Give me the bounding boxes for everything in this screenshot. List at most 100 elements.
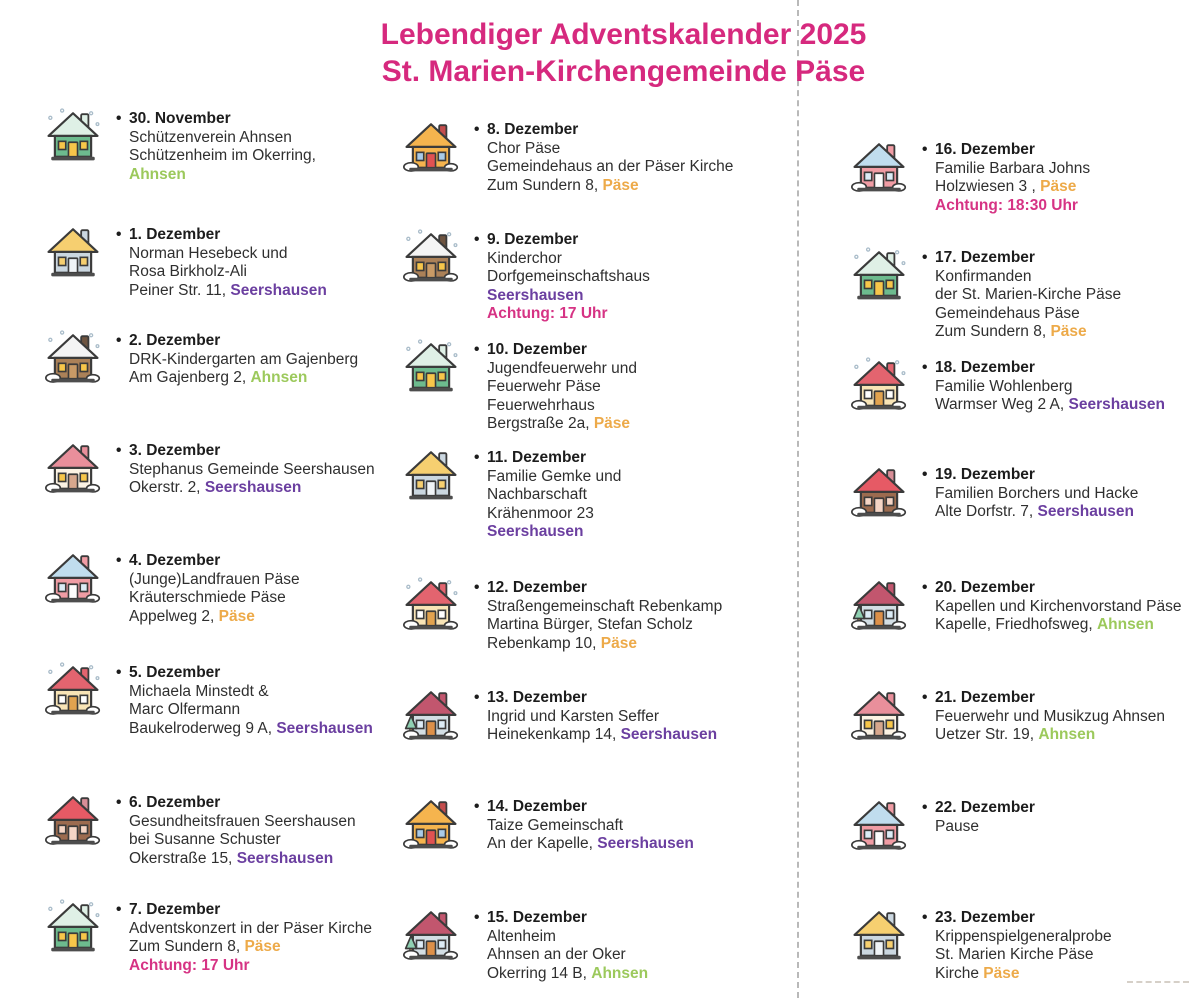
entry-text: • 30. November Schützenverein Ahnsen Schütz… — [116, 110, 316, 184]
entry-date-text: 17. Dezember — [935, 249, 1035, 266]
entry-text: • 20. Dezember Kapellen und Kirchenvorstan… — [922, 579, 1181, 635]
entry-line: Altenheim — [474, 928, 648, 947]
entry-text: • 3. Dezember Stephanus Gemeinde Seershaus… — [116, 442, 375, 498]
entry-segment-seershausen: Seershausen — [230, 281, 327, 299]
entry-line: bei Susanne Schuster — [116, 831, 356, 850]
entry-date-text: 19. Dezember — [935, 466, 1035, 483]
entry-segment-paese: Päse — [602, 176, 639, 194]
bullet-marker: • — [474, 341, 480, 358]
entry-segment: Kapellen und Kirchenvorstand Päse — [935, 597, 1182, 615]
fold-dashed-line — [797, 0, 799, 998]
entry-segment: Rebenkamp 10, — [487, 634, 601, 652]
entry-date: • 13. Dezember — [474, 689, 717, 708]
entry-date-text: 12. Dezember — [487, 579, 587, 596]
entry-segment: Familie Wohlenberg — [935, 377, 1073, 395]
entry-line: Bergstraße 2a, Päse — [474, 415, 637, 434]
entry-segment-seershausen: Seershausen — [487, 523, 584, 541]
entry-line: Rebenkamp 10, Päse — [474, 635, 722, 654]
entry-line: An der Kapelle, Seershausen — [474, 835, 694, 854]
house-bluegray-yellow-icon — [850, 905, 908, 963]
entry-date: • 20. Dezember — [922, 579, 1181, 598]
house-orange-red-icon — [402, 117, 460, 175]
entry-date-text: 18. Dezember — [935, 359, 1035, 376]
entry-date: • 3. Dezember — [116, 442, 375, 461]
entry-text: • 18. Dezember Familie Wohlenberg Warmser W… — [922, 359, 1165, 415]
entry-segment-paese: Päse — [600, 634, 637, 652]
entry-segment-seershausen: Seershausen — [236, 849, 334, 867]
entry-segment: Holzwiesen 3 , — [935, 178, 1041, 196]
entry-date: • 5. Dezember — [116, 664, 373, 683]
entry-line: Ahnsen an der Oker — [474, 946, 648, 965]
entry-segment: Baukelroderweg 9 A, — [129, 719, 277, 737]
entry-date-text: 2. Dezember — [129, 332, 221, 349]
entry-date: • 18. Dezember — [922, 359, 1165, 378]
bullet-marker: • — [116, 901, 122, 918]
entry-text: • 14. Dezember Taize Gemeinschaft An der Ka… — [474, 798, 694, 854]
entry-line: Gemeindehaus an der Päser Kirche — [474, 158, 733, 177]
bullet-marker: • — [922, 249, 928, 266]
entry-line: Alte Dorfstr. 7, Seershausen — [922, 503, 1138, 522]
entry-date: • 19. Dezember — [922, 466, 1138, 485]
entry-line: Gemeindehaus Päse — [922, 305, 1121, 324]
entry-line: Martina Bürger, Stefan Scholz — [474, 616, 722, 635]
entry-line: Seershausen — [474, 523, 621, 542]
entry-segment: Bergstraße 2a, — [487, 415, 594, 433]
entry-segment: Taize Gemeinschaft — [487, 816, 624, 834]
entry-text: • 16. Dezember Familie Barbara Johns Holzwi… — [922, 141, 1090, 215]
entry-segment-ahnsen: Ahnsen — [250, 369, 308, 387]
entry-date-text: 14. Dezember — [487, 798, 587, 815]
entry-segment-seershausen: Seershausen — [597, 835, 694, 853]
house-brown-red-icon — [850, 462, 908, 520]
bullet-marker: • — [474, 231, 480, 248]
entry-segment: Okerstraße 15, — [129, 849, 237, 867]
bullet-marker: • — [474, 689, 480, 706]
entry-segment-paese: Päse — [218, 607, 255, 625]
entry-line: Krähenmoor 23 — [474, 505, 621, 524]
entry-line: Okerring 14 B, Ahnsen — [474, 965, 648, 984]
house-cream-red-icon — [850, 355, 908, 413]
calendar-entry: • 4. Dezember (Junge)Landfrauen Päse Kräute… — [44, 552, 300, 626]
entry-date: • 6. Dezember — [116, 794, 356, 813]
entry-line: Achtung: 17 Uhr — [116, 957, 372, 976]
entry-line: Taize Gemeinschaft — [474, 817, 694, 836]
entry-segment-seershausen: Seershausen — [487, 286, 584, 304]
bullet-marker: • — [474, 579, 480, 596]
entry-date-text: 10. Dezember — [487, 341, 587, 358]
entry-segment: Chor Päse — [487, 139, 561, 157]
entry-line: Achtung: 17 Uhr — [474, 305, 650, 324]
entry-date-text: 4. Dezember — [129, 552, 221, 569]
entry-segment: DRK-Kindergarten am Gajenberg — [129, 350, 359, 368]
entry-line: Dorfgemeinschaftshaus — [474, 268, 650, 287]
entry-segment-paese: Päse — [1040, 178, 1077, 196]
entry-line: DRK-Kindergarten am Gajenberg — [116, 351, 358, 370]
calendar-entry: • 13. Dezember Ingrid und Karsten Seffer He… — [402, 689, 717, 745]
entry-segment: Uetzer Str. 19, — [935, 726, 1039, 744]
entry-segment-seershausen: Seershausen — [204, 479, 302, 497]
entry-date: • 11. Dezember — [474, 449, 621, 468]
entry-line: der St. Marien-Kirche Päse — [922, 286, 1121, 305]
entry-date-text: 8. Dezember — [487, 121, 579, 138]
entry-line: Peiner Str. 11, Seershausen — [116, 282, 327, 301]
entry-date: • 16. Dezember — [922, 141, 1090, 160]
entry-segment: Michaela Minstedt & — [129, 682, 269, 700]
calendar-entry: • 11. Dezember Familie Gemke und Nachbarsch… — [402, 449, 621, 542]
entry-date: • 8. Dezember — [474, 121, 733, 140]
bullet-marker: • — [474, 909, 480, 926]
entry-line: Feuerwehrhaus — [474, 397, 637, 416]
entry-line: Gesundheitsfrauen Seershausen — [116, 813, 356, 832]
house-gray-tree-icon — [402, 685, 460, 743]
entry-segment: Familie Gemke und — [487, 467, 622, 485]
calendar-entry: • 12. Dezember Straßengemeinschaft Rebenka… — [402, 577, 722, 654]
entry-line: Ingrid und Karsten Seffer — [474, 708, 717, 727]
entry-line: Holzwiesen 3 , Päse — [922, 178, 1090, 197]
entry-text: • 7. Dezember Adventskonzert in der Päser … — [116, 901, 372, 975]
entry-line: Schützenverein Ahnsen — [116, 129, 316, 148]
bullet-marker: • — [116, 332, 122, 349]
entry-date-text: 15. Dezember — [487, 909, 587, 926]
entry-segment: Kirche — [935, 964, 984, 982]
entry-segment: Gemeindehaus an der Päser Kirche — [487, 158, 734, 176]
entry-date: • 7. Dezember — [116, 901, 372, 920]
bullet-marker: • — [474, 121, 480, 138]
entry-segment: Familie Barbara Johns — [935, 159, 1091, 177]
